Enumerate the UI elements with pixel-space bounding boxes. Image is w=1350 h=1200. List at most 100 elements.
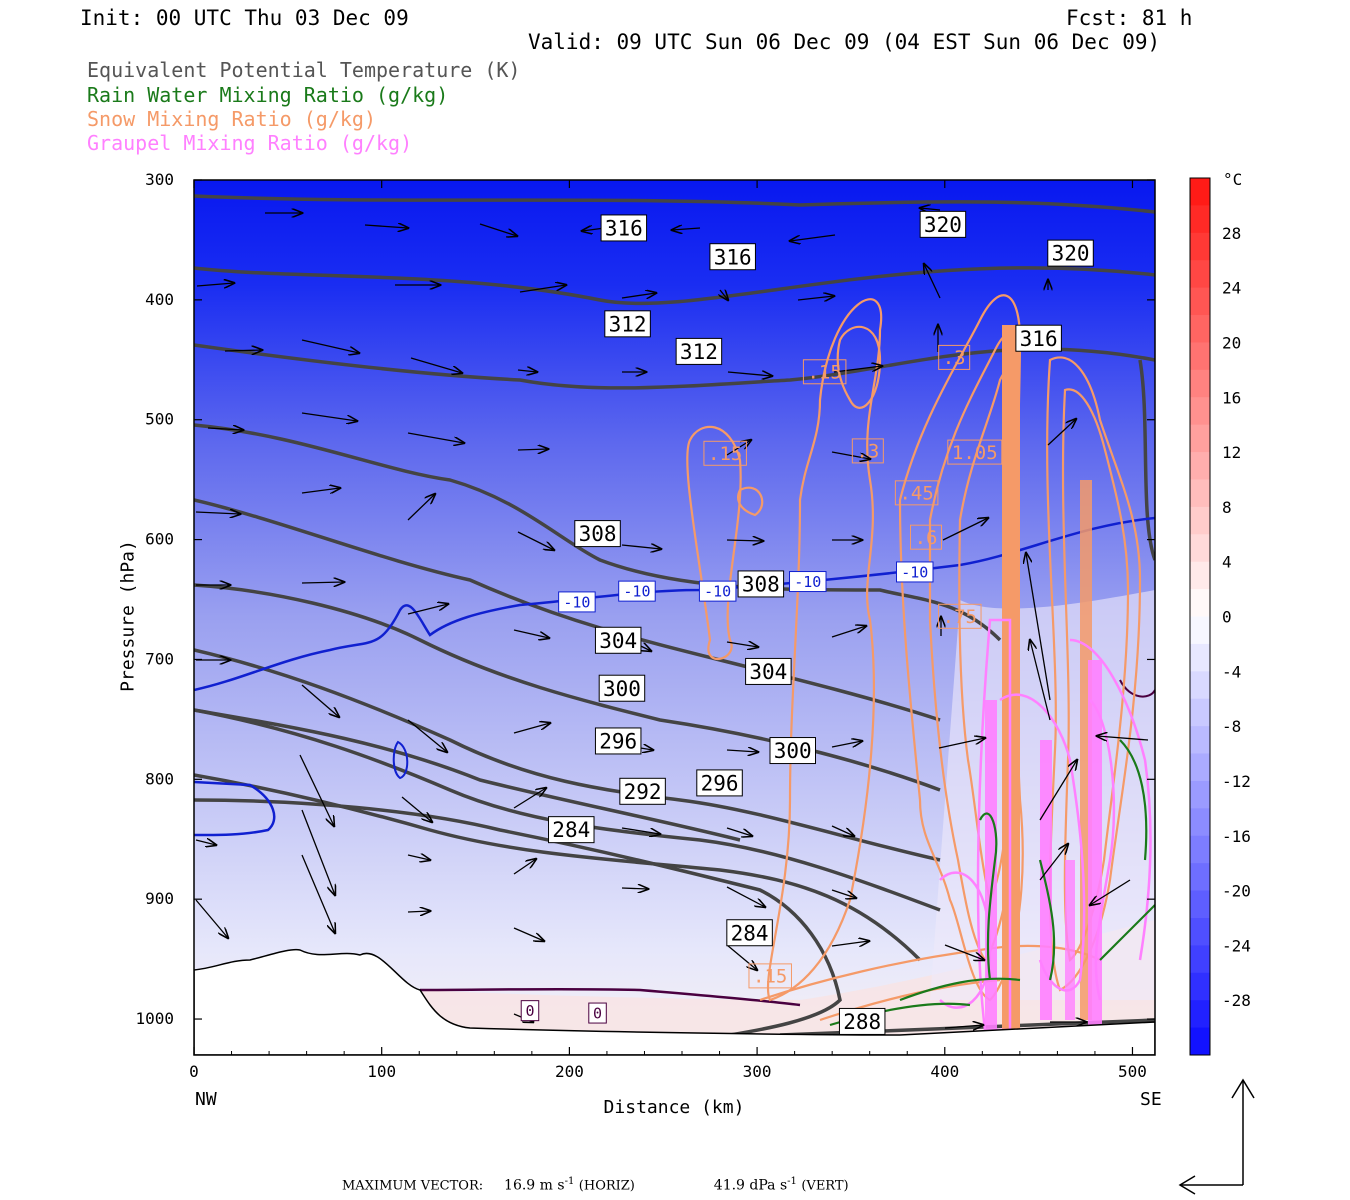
theta-e-label: 296 [696, 769, 743, 797]
colorbar-tick-label: 28 [1222, 224, 1241, 243]
theta-e-label: 320 [1047, 239, 1094, 267]
wind-vector [301, 412, 357, 421]
colorbar-swatch [1190, 589, 1210, 617]
colorbar-swatch [1190, 561, 1210, 590]
theta-e-label-text: 300 [774, 739, 812, 763]
theta-e-contour [194, 583, 941, 792]
wind-vector [831, 741, 862, 748]
y-tick-label: 1000 [135, 1009, 174, 1028]
wind-vectors [195, 208, 1149, 1028]
x-tick-label: 300 [743, 1062, 772, 1081]
temperature-label: 0 [520, 1000, 540, 1022]
temperature-label-box [618, 580, 656, 602]
colorbar-swatch [1190, 479, 1210, 508]
theta-e-label-text: 288 [843, 1010, 881, 1034]
colorbar-tick-label: -8 [1222, 717, 1241, 736]
theta-e-label: 292 [619, 777, 666, 805]
max-vector-horiz-value: 16.9 [504, 1177, 536, 1194]
terrain [194, 948, 1155, 1055]
wind-vector [301, 582, 344, 583]
colorbar-swatch [1190, 726, 1210, 755]
temperature-contour-closed [194, 780, 276, 837]
wind-vector [944, 944, 984, 960]
colorbar-tick-label: -28 [1222, 991, 1251, 1010]
wind-vector [790, 234, 836, 241]
theta-e-contour [194, 423, 1002, 642]
wind-vector [517, 449, 548, 450]
colorbar-swatch [1190, 917, 1210, 946]
y-tick-label: 600 [145, 530, 174, 549]
theta-e-label-text: 316 [1020, 327, 1058, 351]
max-vector-label: MAXIMUM VECTOR: [342, 1178, 484, 1194]
snow-label-box [938, 603, 982, 629]
wind-vector [1047, 419, 1076, 446]
wind-vector [726, 827, 752, 836]
plot-frame [193, 179, 1156, 1056]
legend-rain-water: Rain Water Mixing Ratio (g/kg) [87, 83, 449, 107]
theta-e-label-box [726, 919, 773, 947]
temperature-contour-zero [419, 987, 801, 1007]
temperature-label-box [698, 580, 737, 602]
wind-vector [1039, 760, 1077, 821]
colorbar-swatch [1190, 260, 1210, 289]
theta-e-label-box [1015, 324, 1062, 352]
snow-label-box [947, 439, 1003, 465]
max-vector-horiz-unit: m s [539, 1177, 565, 1194]
temperature-label-box [896, 561, 934, 583]
wind-vector [513, 927, 544, 941]
wind-vector [831, 451, 870, 459]
valid-time: Valid: 09 UTC Sun 06 Dec 09 (04 EST Sun … [528, 30, 1161, 54]
legend-graupel: Graupel Mixing Ratio (g/kg) [87, 131, 413, 155]
theta-e-label-box [598, 674, 646, 702]
snow-label-box [802, 359, 847, 385]
max-vector-caption: MAXIMUM VECTOR: 16.9 m s-1 (HORIZ) 41.9 … [342, 1176, 849, 1194]
colorbar-swatch [1190, 643, 1210, 672]
colorbar-tick-label: -24 [1222, 936, 1251, 955]
wind-vector [726, 642, 758, 647]
colorbar-swatch [1190, 835, 1210, 864]
temperature-label: -10 [698, 580, 737, 602]
theta-e-label-box [675, 337, 723, 365]
y-tick-label: 700 [145, 649, 174, 668]
theta-e-label-text: 292 [624, 780, 662, 804]
theta-e-contour [194, 343, 1155, 390]
max-vector-vert-unit: dPa s [749, 1177, 788, 1194]
theta-e-label-text: 284 [552, 818, 590, 842]
wind-vector [621, 293, 656, 298]
temperature-label-text: 0 [525, 1002, 534, 1020]
snow-label-box [851, 438, 884, 464]
colorbar-tick-label: 12 [1222, 443, 1241, 462]
temperature-label: -10 [896, 561, 934, 583]
temperature-label-box [520, 1000, 540, 1022]
theta-e-label: 312 [675, 337, 723, 365]
wind-vector [621, 545, 661, 549]
legend-theta-e: Equivalent Potential Temperature (K) [87, 58, 521, 82]
colorbar-swatch [1190, 698, 1210, 727]
colorbar-swatch [1190, 205, 1210, 234]
wind-vector [301, 854, 335, 933]
y-axis-label: Pressure (hPa) [117, 540, 139, 692]
wind-vector [301, 684, 339, 717]
wind-vector [407, 432, 464, 443]
snow-label-box [703, 440, 747, 466]
max-vector-horiz-exponent: -1 [564, 1176, 575, 1187]
theta-e-label: 316 [1015, 324, 1062, 352]
colorbar-tick-label: -12 [1222, 772, 1251, 791]
snow-label: .6 [910, 524, 943, 550]
wind-vector [513, 629, 549, 638]
colorbar-swatch [1190, 452, 1210, 480]
wind-vector [410, 357, 462, 373]
colorbar-swatch [1190, 342, 1210, 371]
colorbar-swatch [1190, 972, 1210, 1001]
y-tick-label: 500 [145, 410, 174, 429]
rain-contour [1099, 904, 1155, 961]
theta-e-contour [194, 708, 741, 842]
theta-e-label-box [594, 626, 642, 654]
forecast-hour: Fcst: 81 h [1066, 6, 1193, 30]
snow-label: .15 [802, 359, 847, 385]
snow-label-text: .6 [915, 527, 938, 549]
theta-e-label: 316 [600, 214, 648, 242]
snow-label-text: .75 [943, 606, 977, 628]
temperature-label-box [789, 571, 827, 593]
wind-vector [944, 1025, 983, 1028]
